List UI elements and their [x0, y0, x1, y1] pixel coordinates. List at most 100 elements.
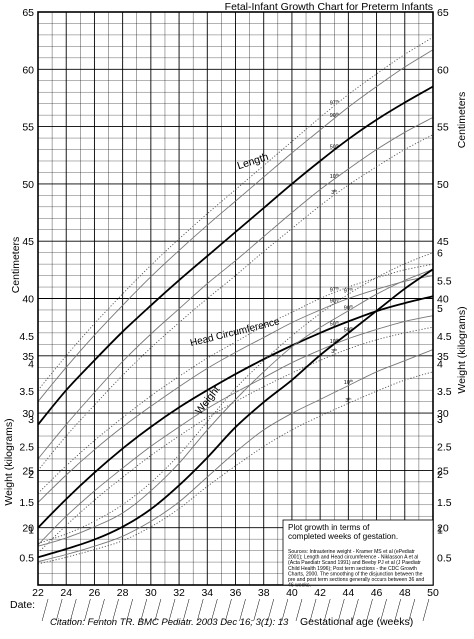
plot-frame: [37, 11, 434, 586]
date-slash: [84, 598, 91, 622]
x-axis-label: Gestational age (weeks): [300, 616, 413, 628]
date-slash: [338, 598, 345, 622]
right-cm-tick: 55: [437, 122, 449, 134]
date-slash: [408, 598, 416, 622]
x-tick-label: 38: [258, 587, 270, 599]
head-circumference-percentile-label: 90th: [330, 298, 339, 305]
x-tick-label: 34: [201, 587, 213, 599]
right-cm-tick: 25: [437, 465, 449, 477]
date-slash: [168, 598, 176, 622]
x-tick-label: 42: [314, 587, 326, 599]
left-cm-tick: 45: [22, 236, 34, 248]
note-box: Plot growth in terms of completed weeks o…: [282, 519, 434, 589]
note-sources: Sources: Intrauterine weight - Kramer MS…: [288, 549, 424, 589]
length-p97-line: [37, 36, 434, 391]
date-slash: [281, 598, 289, 622]
length-percentile-label: 3th: [331, 189, 337, 196]
head-circumference-percentile-label: 10th: [330, 338, 339, 345]
right-cm-tick: 45: [437, 236, 449, 248]
left-cm-tick: 50: [22, 179, 34, 191]
citation: Citation: Fenton TR. BMC Pediatr. 2003 D…: [50, 617, 289, 628]
x-tick-label: 50: [427, 587, 439, 599]
date-slash: [295, 598, 303, 622]
left-cm-tick: 40: [22, 294, 34, 306]
left-cm-tick: 60: [22, 64, 34, 76]
right-cm-tick: 40: [437, 294, 449, 306]
left-cm-tick: 35: [22, 351, 34, 363]
x-tick-label: 40: [286, 587, 298, 599]
date-slash: [41, 598, 49, 622]
x-tick-label: 22: [32, 587, 44, 599]
head-circumference-p90-line: [37, 275, 434, 503]
right-cm-tick: 60: [437, 64, 449, 76]
date-slash: [126, 598, 133, 622]
note-heading: Plot growth in terms of completed weeks o…: [288, 523, 398, 541]
left-cm-tick: 20: [22, 523, 34, 535]
right-kg-tick: 0.5: [437, 552, 452, 564]
date-slash: [112, 598, 119, 622]
date-slash: [394, 598, 401, 622]
right-cm-tick: 20: [437, 523, 449, 535]
length-p10-line: [37, 117, 434, 460]
left-cm-tick: 25: [22, 465, 34, 477]
x-tick-label: 30: [145, 587, 157, 599]
date-slash: [422, 598, 430, 622]
weight-percentile-label: 97th: [344, 288, 353, 295]
date-slash: [140, 598, 148, 622]
right-cm-tick: 30: [437, 408, 449, 420]
right-cm-label: Centimeters: [456, 92, 468, 149]
left-kg-tick: 3: [28, 414, 34, 426]
length-percentile-label: 50th: [330, 144, 339, 151]
left-kg-label: Weight (kilograms): [3, 418, 15, 505]
date-slash: [182, 598, 190, 622]
weight-percentile-label: 3th: [345, 397, 351, 404]
date-slash: [98, 598, 105, 622]
right-kg-tick: 5.5: [437, 275, 452, 287]
head-circumference-percentile-label: 97th: [330, 286, 339, 293]
date-slash: [380, 598, 387, 622]
head-circumference-p10-line: [37, 315, 434, 546]
weight-percentile-label: 10th: [344, 379, 353, 386]
date-slash: [70, 598, 77, 622]
x-tick-label: 28: [117, 587, 129, 599]
x-tick-label: 46: [371, 587, 383, 599]
date-slash: [196, 598, 204, 622]
date-slash: [55, 598, 63, 622]
right-kg-tick: 5: [437, 303, 443, 315]
head-circumference-p3-line: [37, 326, 434, 554]
head-circumference-p50-line: [37, 295, 434, 529]
date-slash: [309, 598, 317, 622]
head-circumference-percentile-label: 50th: [330, 321, 339, 328]
right-kg-tick: 6: [437, 248, 443, 260]
right-kg-tick: 2.5: [437, 442, 452, 454]
weight-p3-line: [37, 371, 434, 565]
x-tick-label: 32: [173, 587, 185, 599]
head-circumference-p97-line: [37, 263, 434, 494]
date-slash: [267, 598, 275, 622]
chart-title: Fetal-Infant Growth Chart for Preterm In…: [225, 1, 433, 13]
right-cm-tick: 50: [437, 179, 449, 191]
right-kg-label: Weight (kilograms): [456, 306, 468, 393]
right-kg-tick: 3.5: [437, 386, 452, 398]
date-label: Date:: [10, 599, 35, 611]
left-kg-tick: 2: [28, 469, 34, 481]
left-kg-tick: 0.5: [19, 552, 34, 564]
left-kg-tick: 4: [28, 358, 34, 370]
date-slash: [211, 598, 218, 622]
length-percentile-label: 97th: [330, 99, 339, 106]
length-percentile-label: 90th: [330, 112, 339, 119]
length-p90-line: [37, 49, 434, 402]
date-slash: [352, 598, 359, 622]
date-slash: [366, 598, 373, 622]
right-kg-tick: 1.5: [437, 497, 452, 509]
weight-p50-line: [37, 268, 434, 559]
weight-p90-line: [37, 268, 434, 547]
date-slash: [225, 598, 232, 622]
x-tick-label: 44: [343, 587, 355, 599]
left-kg-tick: 4.5: [19, 331, 34, 343]
right-kg-tick: 2: [437, 469, 443, 481]
date-slash: [239, 598, 246, 622]
right-kg-tick: 4.5: [437, 331, 452, 343]
